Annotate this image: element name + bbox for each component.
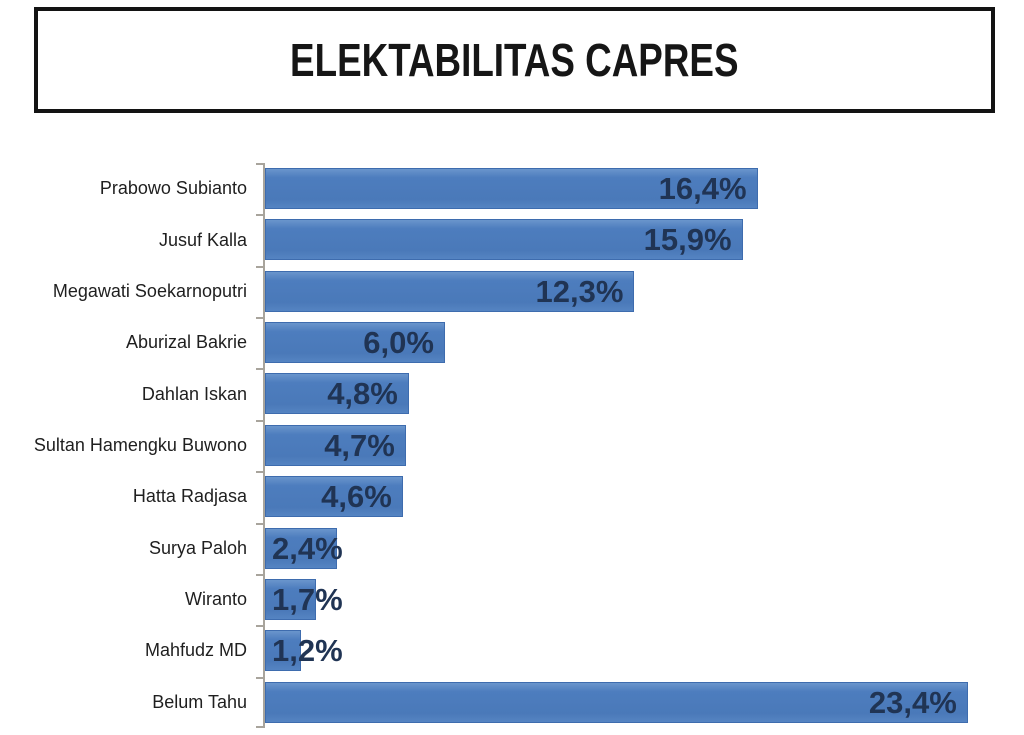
bar-area: 16,4% [265,163,1016,214]
value-label: 4,6% [321,479,392,515]
chart-title-box: ELEKTABILITAS CAPRES [34,7,995,113]
value-label: 15,9% [643,222,732,258]
category-label: Wiranto [184,589,247,610]
bar-area: 4,7% [265,420,1016,471]
bar [265,578,317,620]
value-label: 4,8% [327,376,398,412]
bar [265,527,338,569]
bar-chart: Prabowo Subianto 16,4% Jusuf Kalla 15,9%… [0,163,1024,728]
bar-row: Jusuf Kalla 15,9% [0,214,1024,265]
bar-area: 1,2% [265,625,1016,676]
y-axis-tick [256,677,264,679]
y-axis-tick [256,214,264,216]
value-label: 6,0% [363,325,434,361]
y-axis-tick [256,266,264,268]
bar [265,681,968,723]
bar [265,270,635,312]
bar [265,219,743,261]
y-axis-tick [256,368,264,370]
value-label: 12,3% [535,273,624,309]
bar-area: 23,4% [265,677,1016,728]
value-label: 16,4% [658,171,747,206]
y-axis-line [263,163,265,728]
bar-row: Dahlan Iskan 4,8% [0,368,1024,419]
bar [265,373,410,415]
bar-row: Wiranto 1,7% [0,574,1024,625]
bar-area: 4,6% [265,471,1016,522]
bar-row: Aburizal Bakrie 6,0% [0,317,1024,368]
value-label: 23,4% [868,684,957,720]
y-axis-tick [256,420,264,422]
bar-row: Mahfudz MD 1,2% [0,625,1024,676]
category-label: Aburizal Bakrie [125,332,247,353]
y-axis-tick [256,574,264,576]
bar [265,424,407,466]
bar-area: 4,8% [265,368,1016,419]
bar [265,168,758,209]
bar-area: 12,3% [265,266,1016,317]
bar-row: Sultan Hamengku Buwono 4,7% [0,420,1024,471]
value-label: 4,7% [324,427,395,463]
y-axis-tick [256,471,264,473]
value-label: 2,4% [272,530,343,566]
bar [265,322,446,364]
bar-area: 15,9% [265,214,1016,265]
bar-row: Surya Paloh 2,4% [0,523,1024,574]
category-label: Sultan Hamengku Buwono [33,434,247,455]
y-axis-tick [256,726,264,728]
y-axis-tick [256,625,264,627]
category-label: Belum Tahu [152,691,247,712]
category-label: Hatta Radjasa [132,486,247,507]
value-label: 1,7% [272,581,343,617]
category-label: Mahfudz MD [144,640,247,661]
chart-title: ELEKTABILITAS CAPRES [290,34,739,86]
bar-area: 6,0% [265,317,1016,368]
bar-row: Prabowo Subianto 16,4% [0,163,1024,214]
y-axis-tick [256,317,264,319]
y-axis-tick [256,523,264,525]
bar-area: 2,4% [265,523,1016,574]
category-label: Prabowo Subianto [99,178,247,199]
bar-row: Belum Tahu 23,4% [0,677,1024,728]
bar-area: 1,7% [265,574,1016,625]
bar-row: Megawati Soekarnoputri 12,3% [0,266,1024,317]
category-label: Jusuf Kalla [158,229,247,250]
y-axis-tick [256,163,264,165]
bar [265,476,404,518]
category-label: Surya Paloh [148,537,247,558]
bar-row: Hatta Radjasa 4,6% [0,471,1024,522]
value-label: 1,2% [272,633,343,669]
category-label: Megawati Soekarnoputri [52,280,247,301]
category-label: Dahlan Iskan [141,383,247,404]
bar [265,630,302,672]
